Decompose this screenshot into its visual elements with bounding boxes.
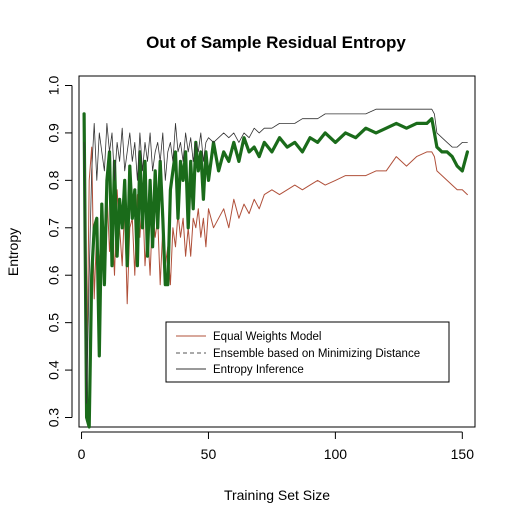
y-tick-label: 0.5 <box>46 313 62 333</box>
series-layer <box>82 108 469 429</box>
plot-frame <box>78 75 476 428</box>
series-line-ensemble-based-on-minimizing-distance <box>82 112 469 429</box>
x-axis: 0 50 100 150 <box>78 431 475 462</box>
series-line-equal-weights-model <box>83 132 468 395</box>
series-line-entropy-inference <box>83 108 468 404</box>
x-tick-label: 150 <box>451 446 475 462</box>
legend-box <box>165 321 450 383</box>
x-tick-label: 50 <box>201 446 217 462</box>
legend-label-ensemble: Ensemble based on Minimizing Distance <box>213 348 420 360</box>
legend: Equal Weights Model Ensemble based on Mi… <box>165 321 450 383</box>
y-axis: 0.3 0.4 0.5 0.6 0.7 0.8 0.9 1.0 <box>46 76 73 428</box>
y-tick-label: 0.4 <box>46 360 62 380</box>
y-tick-label: 0.3 <box>46 408 62 428</box>
y-tick-label: 0.7 <box>46 218 62 238</box>
y-tick-label: 0.6 <box>46 265 62 285</box>
x-tick-label: 0 <box>78 446 86 462</box>
x-tick-label: 100 <box>324 446 348 462</box>
chart-title: Out of Sample Residual Entropy <box>146 33 406 52</box>
x-axis-label: Training Set Size <box>224 487 330 503</box>
legend-label-entropy-inference: Entropy Inference <box>213 364 304 376</box>
y-tick-label: 0.8 <box>46 170 62 190</box>
y-axis-label: Entropy <box>5 228 21 276</box>
y-tick-label: 1.0 <box>46 76 62 96</box>
y-tick-label: 0.9 <box>46 123 62 143</box>
legend-label-equal-weights: Equal Weights Model <box>213 331 321 343</box>
